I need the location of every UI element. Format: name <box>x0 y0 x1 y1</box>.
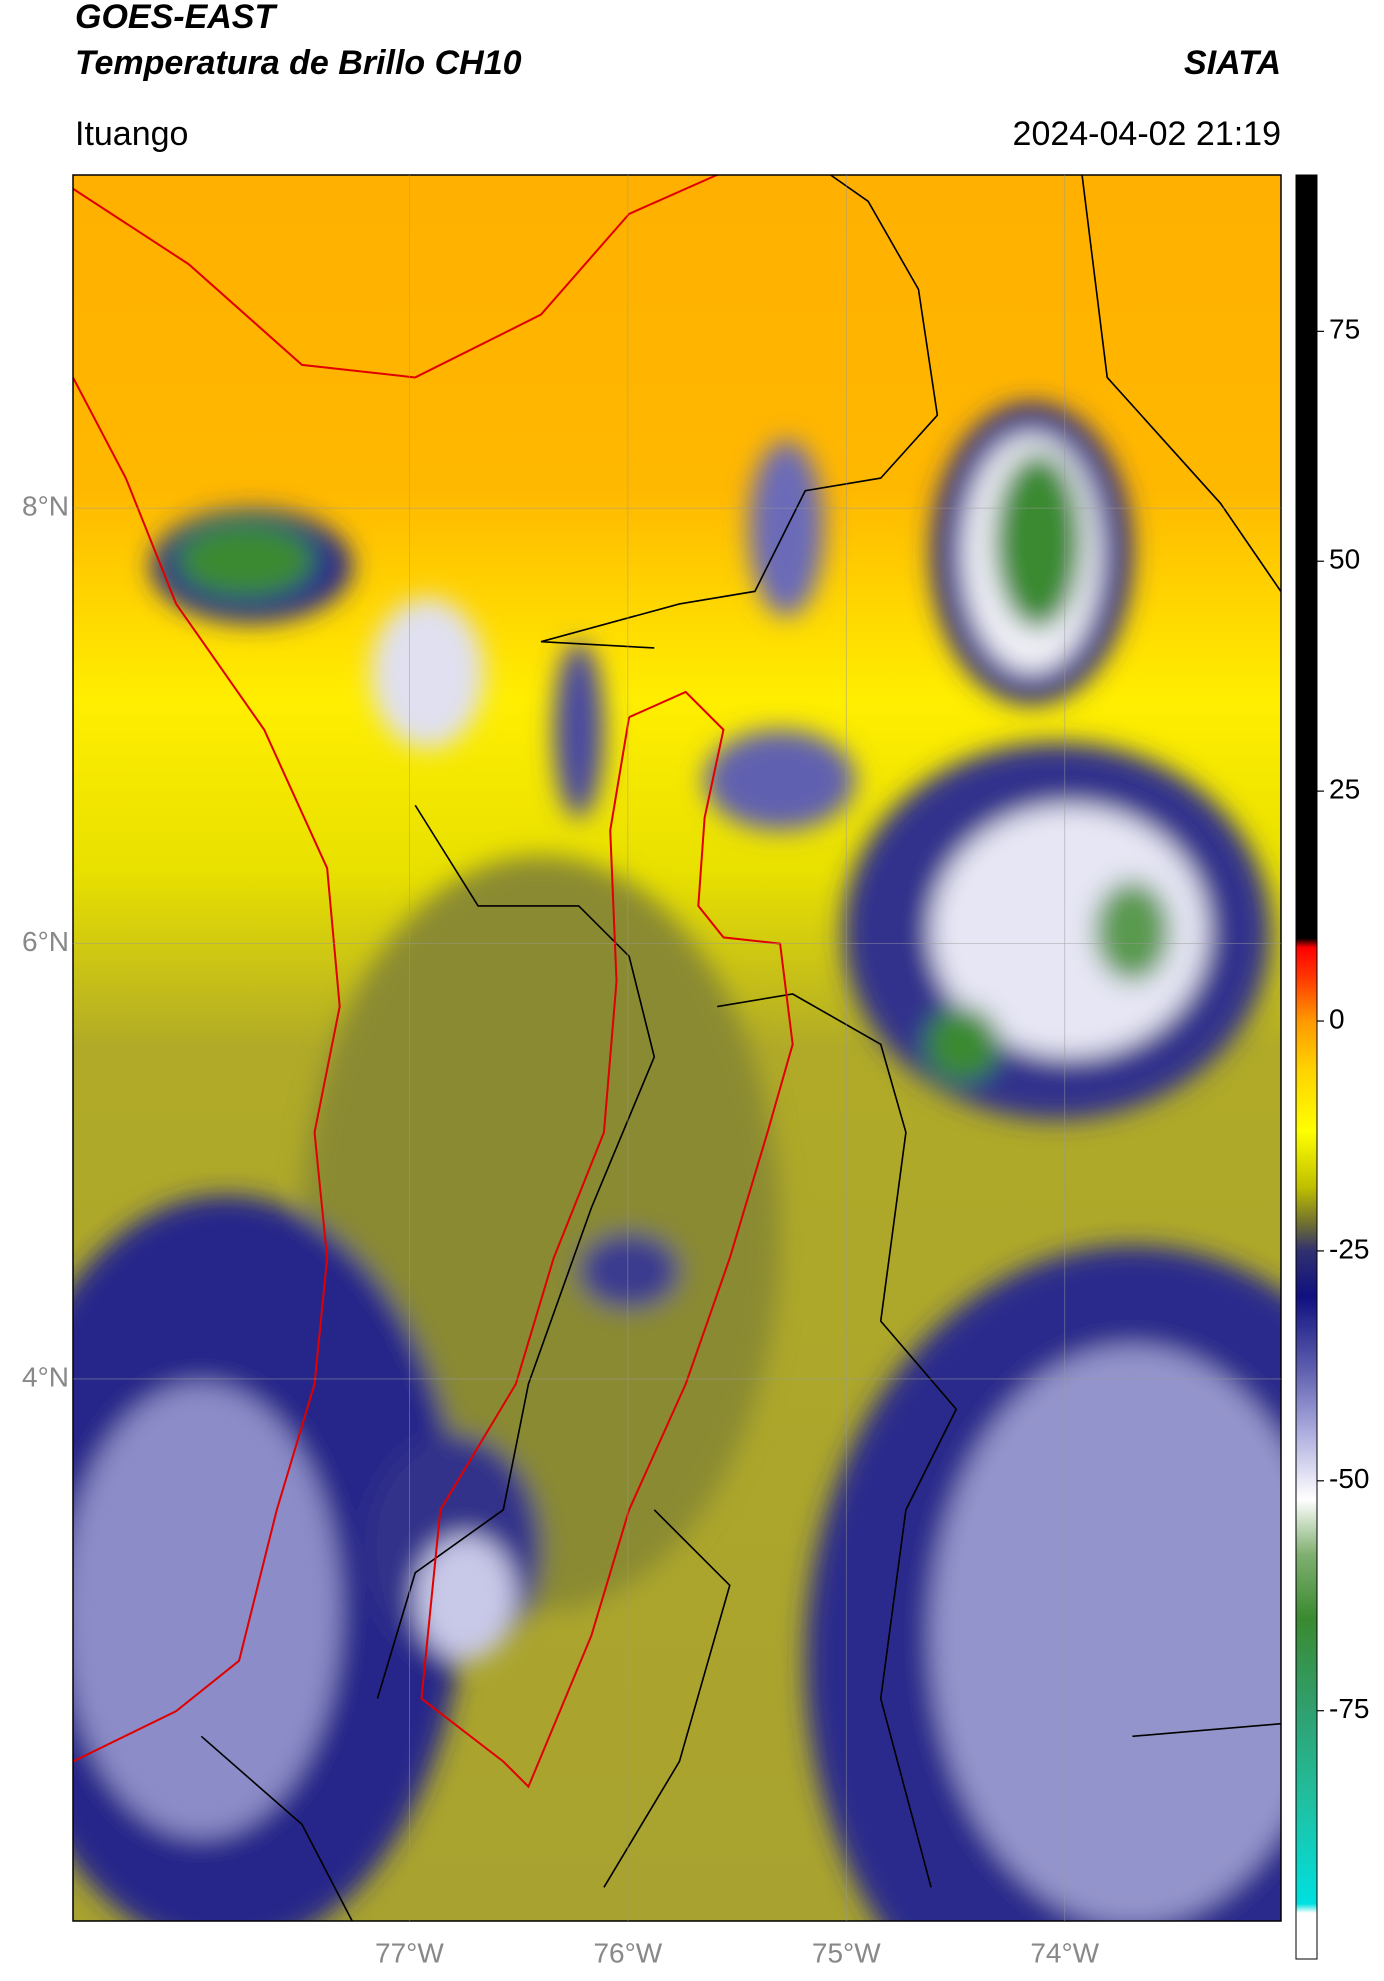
agency: SIATA <box>1184 44 1281 82</box>
subtitle: Temperatura de Brillo CH10 <box>75 44 522 82</box>
x-tick-label: 76°W <box>593 1937 662 1968</box>
colorbar-tick-label: 75 <box>1329 314 1360 345</box>
colorbar-tick-label: -25 <box>1329 1233 1369 1264</box>
colorbar <box>1295 174 1318 1960</box>
location: Ituango <box>75 115 188 153</box>
y-tick-label: 6°N <box>22 926 69 957</box>
datetime: 2024-04-02 21:19 <box>1013 115 1281 153</box>
x-tick-label: 74°W <box>1030 1937 1099 1968</box>
x-tick-label: 75°W <box>812 1937 881 1968</box>
colorbar-tick-label: 25 <box>1329 774 1360 805</box>
x-tick-label: 77°W <box>375 1937 444 1968</box>
colorbar-tick-label: -50 <box>1329 1463 1369 1494</box>
colorbar-tick-label: -75 <box>1329 1693 1369 1724</box>
satellite-image <box>72 174 1281 1922</box>
y-tick-label: 8°N <box>22 490 69 521</box>
colorbar-tick-label: 0 <box>1329 1003 1345 1034</box>
map-frame <box>72 174 1282 1922</box>
title: GOES-EAST <box>75 0 278 36</box>
graticule <box>73 175 1281 1921</box>
colorbar-tick-label: 50 <box>1329 544 1360 575</box>
y-tick-label: 4°N <box>22 1361 69 1392</box>
